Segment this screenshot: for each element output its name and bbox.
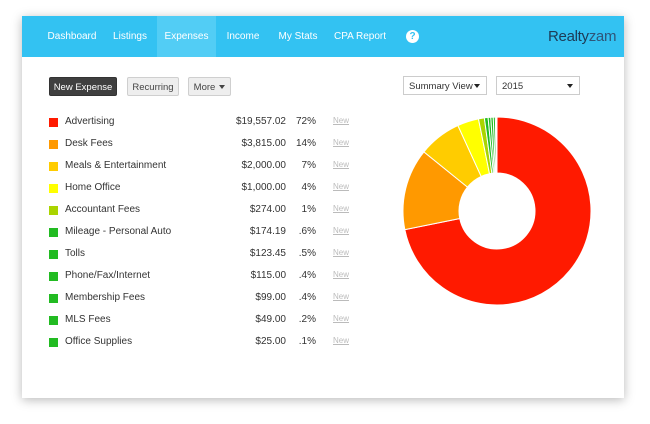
- year-select[interactable]: 2015: [496, 76, 580, 95]
- category-percent: 72%: [295, 116, 316, 127]
- category-amount: $25.00: [255, 336, 286, 347]
- category-amount: $115.00: [250, 270, 286, 281]
- brand-text-part1: Realty: [548, 28, 589, 45]
- category-color-swatch: [49, 272, 58, 281]
- nav-listings[interactable]: Listings: [113, 31, 147, 42]
- new-entry-link[interactable]: New: [333, 270, 350, 279]
- category-percent: .2%: [298, 314, 316, 325]
- donut-slice[interactable]: [404, 116, 592, 306]
- new-entry-link[interactable]: New: [333, 204, 350, 213]
- category-percent: .4%: [298, 270, 316, 281]
- category-amount: $174.19: [249, 226, 286, 237]
- category-color-swatch: [49, 316, 58, 325]
- category-percent: .4%: [298, 292, 316, 303]
- category-label: Office Supplies: [65, 336, 133, 347]
- expense-row: Membership Fees $99.00 .4% New: [49, 292, 359, 314]
- expense-row: Office Supplies $25.00 .1% New: [49, 336, 359, 358]
- category-percent: 7%: [301, 160, 316, 171]
- new-entry-link[interactable]: New: [333, 226, 350, 235]
- category-label: Tolls: [65, 248, 86, 259]
- new-expense-button[interactable]: New Expense: [49, 77, 117, 96]
- recurring-button[interactable]: Recurring: [127, 77, 179, 96]
- category-amount: $19,557.02: [235, 116, 286, 127]
- category-color-swatch: [49, 184, 58, 193]
- nav-expenses[interactable]: Expenses: [157, 16, 216, 57]
- new-entry-link[interactable]: New: [333, 292, 350, 301]
- expense-donut-chart: [402, 116, 592, 306]
- chevron-down-icon: [474, 84, 480, 88]
- view-select-value: Summary View: [409, 81, 473, 92]
- expense-row: Meals & Entertainment $2,000.00 7% New: [49, 160, 359, 182]
- category-amount: $3,815.00: [241, 138, 287, 149]
- category-amount: $123.45: [249, 248, 286, 259]
- category-color-swatch: [49, 250, 58, 259]
- expense-row: Mileage - Personal Auto $174.19 .6% New: [49, 226, 359, 248]
- category-label: Phone/Fax/Internet: [65, 270, 151, 281]
- nav-income[interactable]: Income: [226, 31, 260, 42]
- expense-row: Advertising $19,557.02 72% New: [49, 116, 359, 138]
- category-percent: .6%: [298, 226, 316, 237]
- expense-row: MLS Fees $49.00 .2% New: [49, 314, 359, 336]
- brand-logo: Realtyzam: [548, 28, 616, 45]
- new-entry-link[interactable]: New: [333, 336, 350, 345]
- top-navigation: Dashboard Listings Expenses Income My St…: [22, 16, 624, 57]
- brand-text-part2: zam: [588, 28, 617, 45]
- expense-row: Home Office $1,000.00 4% New: [49, 182, 359, 204]
- category-percent: 4%: [301, 182, 316, 193]
- category-label: Advertising: [65, 116, 115, 127]
- nav-cpa-report[interactable]: CPA Report: [333, 31, 387, 42]
- category-color-swatch: [49, 118, 58, 127]
- category-color-swatch: [49, 140, 58, 149]
- category-percent: .1%: [298, 336, 316, 347]
- view-select[interactable]: Summary View: [403, 76, 487, 95]
- nav-dashboard[interactable]: Dashboard: [47, 31, 97, 42]
- category-label: Accountant Fees: [65, 204, 141, 215]
- category-label: Desk Fees: [65, 138, 113, 149]
- category-label: Mileage - Personal Auto: [65, 226, 172, 237]
- category-amount: $49.00: [255, 314, 286, 325]
- expense-row: Desk Fees $3,815.00 14% New: [49, 138, 359, 160]
- nav-my-stats[interactable]: My Stats: [278, 31, 318, 42]
- new-entry-link[interactable]: New: [333, 314, 350, 323]
- chevron-down-icon: [219, 85, 226, 90]
- more-label: More: [193, 82, 216, 93]
- expense-row: Phone/Fax/Internet $115.00 .4% New: [49, 270, 359, 292]
- category-percent: 14%: [295, 138, 316, 149]
- expense-row: Tolls $123.45 .5% New: [49, 248, 359, 270]
- app-window: Dashboard Listings Expenses Income My St…: [22, 16, 624, 398]
- category-label: Meals & Entertainment: [65, 160, 167, 171]
- category-amount: $2,000.00: [241, 160, 287, 171]
- chevron-down-icon: [567, 84, 573, 88]
- new-entry-link[interactable]: New: [333, 138, 350, 147]
- category-amount: $99.00: [255, 292, 286, 303]
- new-entry-link[interactable]: New: [333, 160, 350, 169]
- expense-row: Accountant Fees $274.00 1% New: [49, 204, 359, 226]
- new-entry-link[interactable]: New: [333, 116, 350, 125]
- category-amount: $1,000.00: [241, 182, 287, 193]
- donut-slice[interactable]: [495, 116, 498, 174]
- category-label: MLS Fees: [65, 314, 111, 325]
- year-select-value: 2015: [502, 81, 524, 92]
- more-button[interactable]: More: [188, 77, 231, 96]
- category-percent: 1%: [301, 204, 316, 215]
- category-label: Home Office: [65, 182, 121, 193]
- new-entry-link[interactable]: New: [333, 248, 350, 257]
- category-percent: .5%: [298, 248, 316, 259]
- category-color-swatch: [49, 228, 58, 237]
- help-icon[interactable]: ?: [406, 30, 419, 43]
- category-amount: $274.00: [249, 204, 286, 215]
- category-label: Membership Fees: [65, 292, 146, 303]
- category-color-swatch: [49, 338, 58, 347]
- category-color-swatch: [49, 206, 58, 215]
- new-entry-link[interactable]: New: [333, 182, 350, 191]
- category-color-swatch: [49, 294, 58, 303]
- category-color-swatch: [49, 162, 58, 171]
